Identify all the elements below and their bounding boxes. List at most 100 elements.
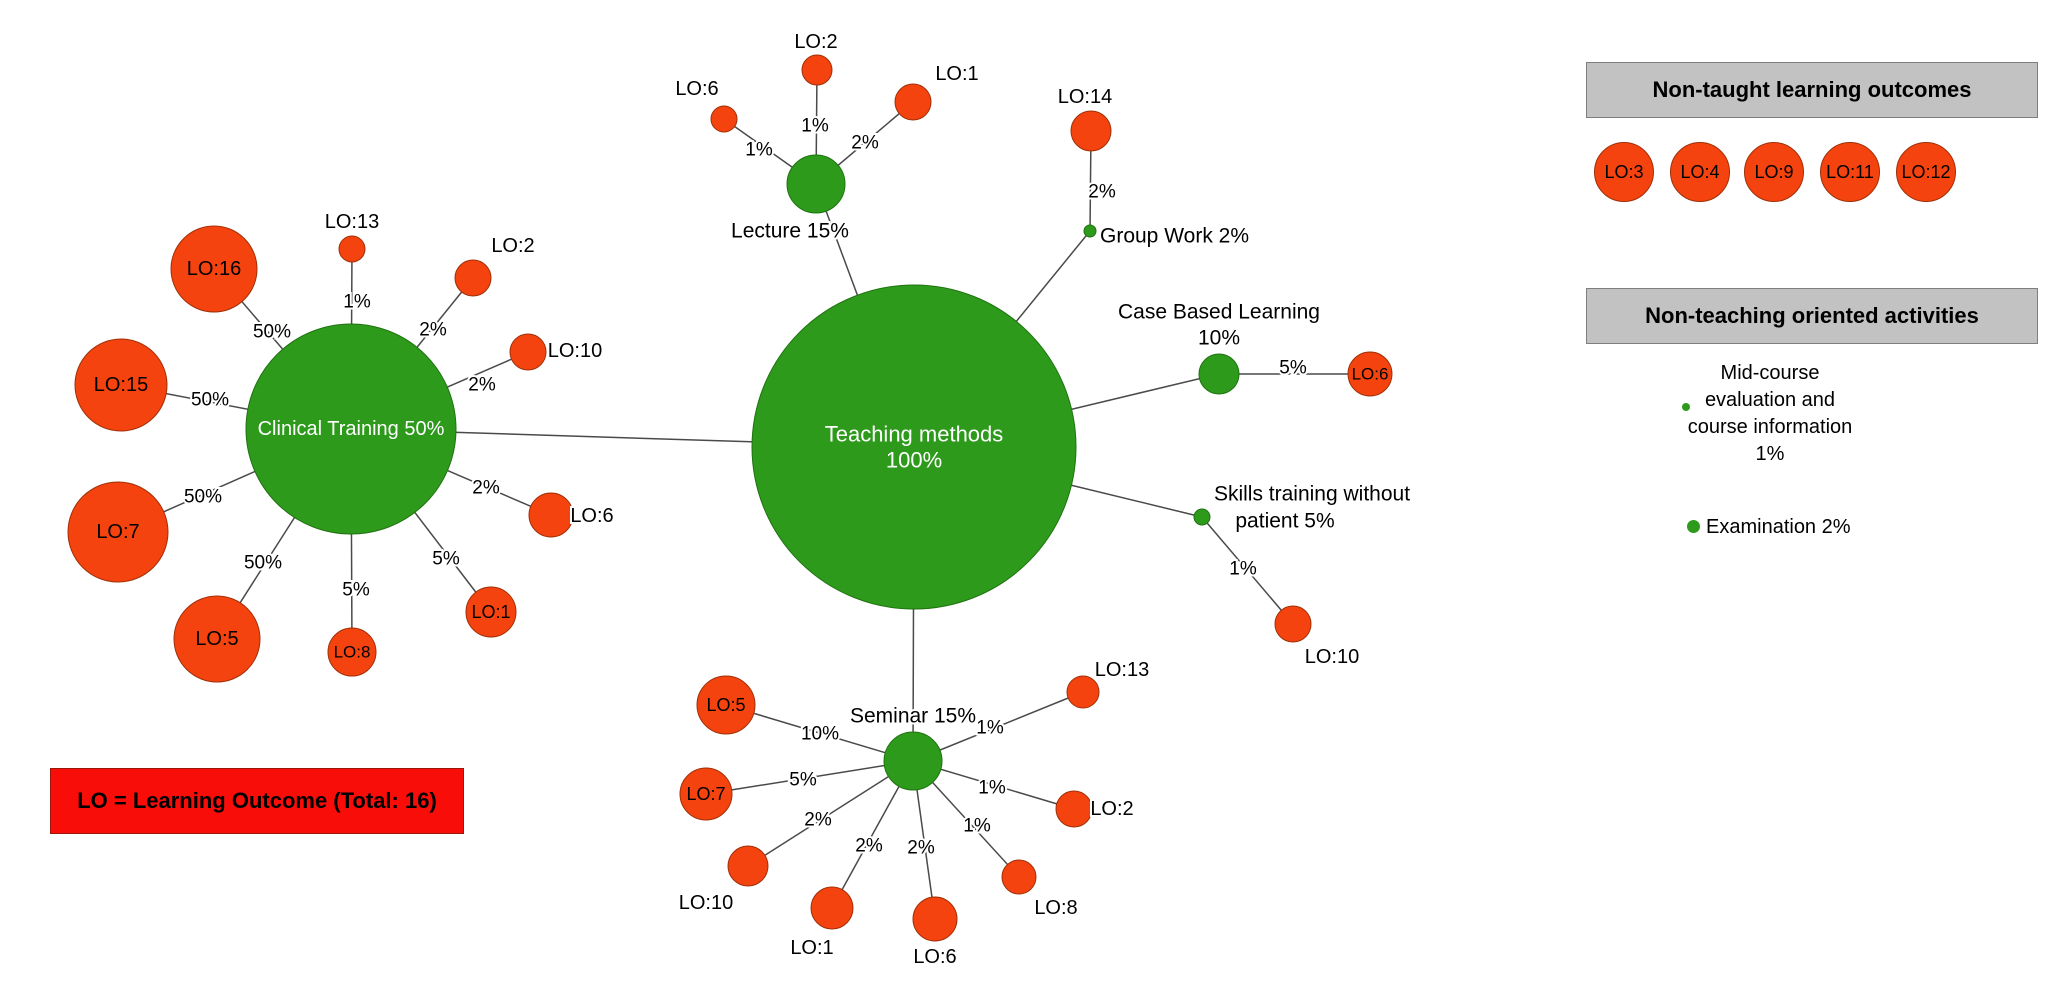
edge-seminar-sem_lo7 [705,760,914,795]
node-ct_lo15 [74,338,168,432]
outcome-circle-lo9: LO:9 [1744,142,1804,202]
node-sem_lo7 [679,767,733,821]
edge-skills-sk_lo10 [1201,516,1294,625]
label-sem_lo2: LO:2 [1090,798,1133,820]
edge-label-seminar-sem_lo13: 1% [976,718,1004,739]
edge-label-seminar-sem_lo8: 1% [963,816,991,837]
edge-label-lecture-lec_lo1: 2% [851,133,879,154]
label-sem_lo8: LO:8 [1034,897,1077,919]
label-ct_lo10: LO:10 [548,340,602,362]
label-ct_lo13: LO:13 [325,211,379,233]
midcourse-line-3: course information [1687,416,1853,438]
node-ct_lo6 [528,492,574,538]
edge-label-clinical-ct_lo16: 50% [253,322,291,343]
outcome-circle-lo11: LO:11 [1820,142,1880,202]
edge-label-clinical-ct_lo6: 2% [472,478,500,499]
node-cbl_lo6 [1347,351,1393,397]
edge-label-cbl-cbl_lo6: 5% [1279,358,1307,379]
label-sk_lo10: LO:10 [1305,646,1359,668]
outcome-circle-lo12: LO:12 [1896,142,1956,202]
edge-label-clinical-ct_lo15: 50% [191,390,229,411]
label-clinical: Clinical Training 50% [258,418,445,440]
node-clinical [245,323,457,535]
node-lec_lo6 [710,105,738,133]
node-ct_lo8 [327,627,377,677]
label-teaching: 100% [886,448,942,473]
label-skills-line1: Skills training without [1214,483,1410,506]
label-ct_lo1: LO:1 [471,602,510,622]
node-sem_lo8 [1001,859,1037,895]
label-teaching: Teaching methods [825,421,1004,446]
node-ct_lo5 [173,595,261,683]
edge-seminar-sem_lo5 [725,704,914,762]
node-ct_lo7 [67,481,169,583]
outcome-circle-lo4: LO:4 [1670,142,1730,202]
edge-label-lecture-lec_lo2: 1% [801,116,829,137]
node-skills [1193,508,1211,526]
edge-label-clinical-ct_lo5: 50% [244,553,282,574]
node-groupwork [1083,224,1097,238]
label-lec_lo2: LO:2 [794,31,837,53]
midcourse-label: Mid-course evaluation and course informa… [1650,360,1890,468]
label-cbl-line1: Case Based Learning [1118,301,1320,324]
node-sem_lo5 [696,675,756,735]
node-sem_lo10 [727,845,769,887]
node-sem_lo6 [912,896,958,942]
edge-label-groupwork-gw_lo14: 2% [1088,182,1116,203]
node-ct_lo1 [465,586,517,638]
label-sem_lo1: LO:1 [790,937,833,959]
node-sem_lo1 [810,886,854,930]
edge-label-lecture-lec_lo6: 1% [745,140,773,161]
edge-label-seminar-sem_lo2: 1% [978,778,1006,799]
panel-header-non-teaching-oriented-activities: Non-teaching oriented activities [1586,288,2038,344]
label-skills-line2: patient 5% [1235,510,1334,533]
label-sem_lo7: LO:7 [686,784,725,804]
label-ct_lo5: LO:5 [195,628,238,650]
examination-label: Examination 2% [1706,516,1851,538]
label-seminar: Seminar 15% [850,705,976,728]
node-gw_lo14 [1070,110,1112,152]
edge-seminar-sem_lo13 [912,691,1084,762]
panel-header-non-taught-learning-outcomes: Non-taught learning outcomes [1586,62,2038,118]
node-sem_lo13 [1066,675,1100,709]
node-sem_lo2 [1055,790,1093,828]
node-ct_lo10 [509,333,547,371]
label-lec_lo6: LO:6 [675,78,718,100]
label-sem_lo6: LO:6 [913,946,956,968]
label-groupwork: Group Work 2% [1100,225,1249,248]
label-ct_lo16: LO:16 [187,258,241,280]
outcome-circle-lo3: LO:3 [1594,142,1654,202]
node-lecture [786,154,846,214]
node-lec_lo1 [894,83,932,121]
edge-label-seminar-sem_lo1: 2% [855,836,883,857]
examination-dot [1687,520,1700,533]
legend-box: LO = Learning Outcome (Total: 16) [50,768,464,834]
edge-label-seminar-sem_lo10: 2% [804,810,832,831]
label-ct_lo8: LO:8 [334,643,371,662]
label-cbl_lo6: LO:6 [1352,365,1389,384]
midcourse-line-4: 1% [1755,443,1785,465]
label-gw_lo14: LO:14 [1058,86,1112,108]
label-sem_lo10: LO:10 [679,892,733,914]
node-ct_lo2 [454,259,492,297]
node-sk_lo10 [1274,605,1312,643]
edge-label-clinical-ct_lo10: 2% [468,375,496,396]
node-ct_lo16 [170,225,258,313]
midcourse-line-1: Mid-course [1720,362,1820,384]
label-lecture: Lecture 15% [731,220,849,243]
label-ct_lo6: LO:6 [570,505,613,527]
edge-label-clinical-ct_lo2: 2% [419,320,447,341]
label-lec_lo1: LO:1 [935,63,978,85]
edge-label-skills-sk_lo10: 1% [1229,559,1257,580]
label-sem_lo5: LO:5 [706,695,745,715]
node-teaching [751,284,1077,610]
edge-label-clinical-ct_lo13: 1% [343,292,371,313]
label-ct_lo2: LO:2 [491,235,534,257]
label-sem_lo13: LO:13 [1095,659,1149,681]
edge-label-seminar-sem_lo5: 10% [801,724,839,745]
node-lec_lo2 [801,54,833,86]
label-ct_lo7: LO:7 [96,521,139,543]
node-cbl [1198,353,1240,395]
